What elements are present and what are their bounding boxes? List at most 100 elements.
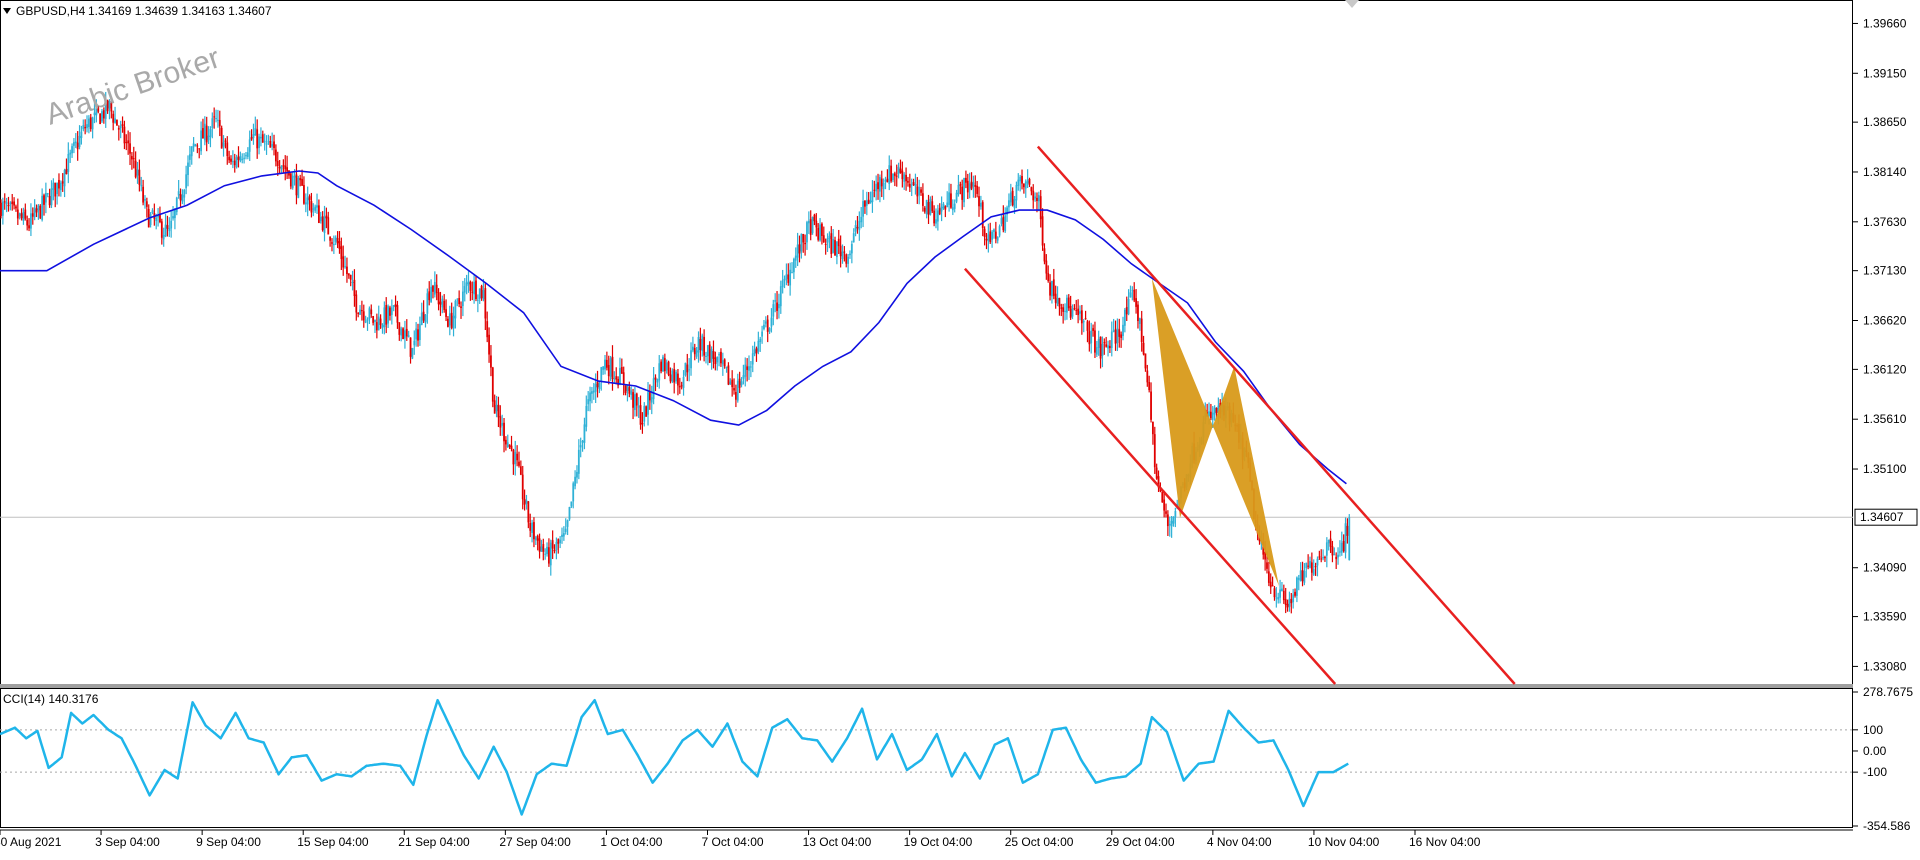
candle-body (505, 439, 507, 445)
candle-body (1217, 405, 1220, 415)
candle-body (203, 123, 206, 141)
candle-body (390, 307, 393, 315)
candle-body (951, 207, 954, 211)
candle-body (585, 405, 588, 427)
candle-body (329, 236, 332, 241)
candle-body (334, 237, 337, 242)
candle-body (910, 184, 913, 186)
candle-body (581, 441, 584, 443)
candle-body (589, 392, 591, 402)
candle-body (24, 209, 27, 219)
candle-body (1101, 343, 1104, 356)
candle-body (1284, 599, 1287, 606)
candle-body (316, 205, 318, 208)
channel-lower-line[interactable] (963, 267, 1337, 685)
candle-body (684, 362, 687, 376)
candle-body (241, 158, 244, 160)
candle-body (490, 355, 492, 368)
candle-body (1157, 476, 1160, 488)
candle-body (1066, 297, 1068, 313)
candle-body (647, 392, 649, 415)
candle-body (344, 266, 346, 268)
candle-body (226, 142, 229, 156)
candle-body (796, 244, 799, 258)
candle-body (918, 186, 921, 196)
candle-body (619, 367, 621, 385)
candle-body (536, 535, 539, 541)
candle-body (553, 550, 556, 552)
candle-body (486, 321, 489, 338)
candle-body (87, 118, 90, 127)
candle-body (749, 366, 752, 368)
candle-body (1314, 566, 1317, 568)
candle-body (731, 379, 734, 388)
zigzag-pattern-shape[interactable] (1151, 278, 1280, 587)
candle-body (761, 331, 763, 337)
candle-body (518, 461, 520, 466)
current-price-marker: 1.34607 (1854, 508, 1918, 526)
candle-body (162, 234, 165, 240)
candle-body (295, 174, 298, 196)
candle-body (33, 207, 36, 218)
candle-body (1073, 308, 1076, 310)
indicator-panel-frame (0, 688, 1853, 828)
candle-body (1030, 187, 1033, 192)
candle-body (1034, 196, 1037, 199)
candle-body (424, 314, 427, 323)
candle-body (981, 202, 984, 229)
candle-body (792, 258, 795, 273)
candle-body (843, 251, 846, 253)
candle-body (269, 141, 272, 148)
candle-body (404, 330, 406, 339)
candle-body (1004, 215, 1007, 232)
candle-body (321, 216, 324, 231)
candle-body (862, 201, 864, 217)
panel-divider[interactable] (0, 684, 1853, 688)
candle-body (626, 386, 629, 391)
candle-body (781, 280, 784, 288)
candle-body (59, 182, 62, 191)
candle-body (476, 299, 479, 301)
candle-body (65, 168, 68, 175)
candle-body (738, 378, 741, 388)
candle-body (950, 193, 952, 208)
candle-body (54, 182, 57, 197)
candle-body (102, 110, 105, 119)
candle-body (572, 483, 575, 502)
candle-body (660, 361, 663, 372)
candle-body (791, 272, 793, 274)
candle-body (389, 307, 391, 316)
candle-body (600, 367, 603, 381)
candle-body (91, 117, 94, 130)
candle-body (46, 193, 49, 195)
candle-body (994, 231, 997, 239)
chart-shift-marker-icon[interactable] (1345, 0, 1359, 8)
candle-body (1, 201, 4, 216)
candle-body (1037, 195, 1040, 202)
candle-body (11, 201, 14, 204)
candle-body (131, 156, 133, 160)
candle-body (785, 274, 788, 280)
candle-body (834, 240, 836, 256)
candle-body (1088, 331, 1091, 345)
candle-body (976, 185, 979, 194)
candle-body (753, 349, 756, 355)
cci-tick-label: -354.586 (1863, 819, 1911, 833)
candle-body (682, 377, 685, 388)
candle-body (379, 318, 382, 326)
triangle-down-icon[interactable] (3, 8, 11, 14)
cci-tick-label: 278.7675 (1863, 685, 1913, 699)
candle-body (839, 245, 842, 257)
channel-upper-line[interactable] (1036, 145, 1516, 685)
candle-body (41, 195, 44, 220)
candle-body (632, 392, 634, 408)
candle-body (576, 471, 578, 478)
candle-body (908, 183, 911, 188)
candle-body (929, 198, 932, 215)
candle-body (592, 390, 595, 393)
price-tick-label: 1.35610 (1863, 412, 1907, 426)
candle-body (291, 175, 294, 189)
candle-body (974, 185, 977, 187)
time-axis: 30 Aug 2021 3 Sep 04:00 9 Sep 04:00 15 Sep … (0, 830, 1481, 849)
